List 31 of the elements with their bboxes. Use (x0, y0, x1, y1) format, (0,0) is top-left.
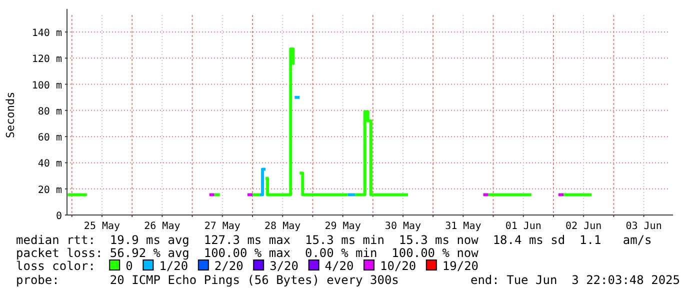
x-tick-label: 26 May (144, 221, 180, 232)
x-tick-label: 28 May (264, 221, 301, 232)
y-tick-label: 20 m (38, 184, 62, 196)
x-tick-label: 03 Jun (626, 221, 662, 232)
x-tick-label: 27 May (204, 221, 240, 232)
legend-title: loss color: (16, 259, 96, 273)
legend-label: 0 (126, 259, 133, 273)
x-tick-label: 31 May (445, 221, 482, 232)
y-tick-label: 40 m (38, 158, 62, 170)
y-tick-label: 120 m (32, 54, 62, 66)
text: probe: 20 ICMP Echo Pings (56 Bytes) every 300s (16, 273, 399, 287)
y-tick-label: 140 m (32, 28, 62, 39)
y-tick-label: 60 m (38, 132, 62, 144)
x-tick-label: 01 Jun (505, 221, 542, 232)
x-tick-label: 29 May (324, 221, 361, 232)
text: packet loss: 56.92 % avg 100.00 % max 0.00 % min 100.00 % now (16, 246, 480, 260)
y-axis-title: Seconds (4, 92, 17, 138)
x-tick-label: 02 Jun (566, 221, 602, 232)
legend-label: 4/20 (324, 259, 354, 273)
y-tick-label: 100 m (32, 80, 62, 92)
legend-label: 1/20 (159, 259, 188, 273)
legend-label: 19/20 (442, 259, 479, 273)
x-tick-label: 30 May (384, 221, 422, 232)
y-tick-label: 80 m (38, 106, 62, 118)
x-tick-label: 25 May (84, 221, 120, 232)
legend-label: 10/20 (380, 259, 416, 273)
legend-label: 2/20 (214, 259, 244, 273)
y-tick-label: 0 (56, 211, 62, 222)
text: median rtt: 19.9 ms avg 127.3 ms max 15.3 ms min 15.3 ms now 18.4 ms sd 1.1 am/s (16, 233, 652, 247)
legend-label: 3/20 (270, 259, 299, 273)
text: end: Tue Jun 3 22:03:48 2025 (470, 273, 680, 287)
